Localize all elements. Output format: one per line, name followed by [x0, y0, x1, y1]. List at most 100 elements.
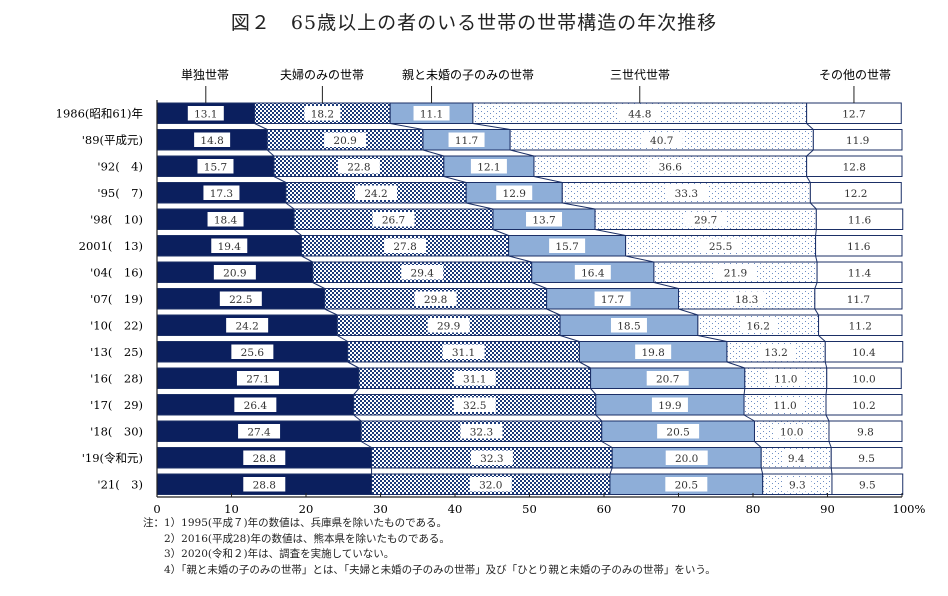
data-label: 25.5: [709, 241, 732, 253]
data-label: 18.4: [214, 214, 238, 226]
legend-label: その他の世帯: [819, 68, 891, 82]
connector-line: [390, 123, 424, 130]
category-label: '04( 16): [90, 265, 143, 279]
connector-line: [466, 202, 494, 210]
data-label: 31.1: [463, 373, 486, 385]
connector-line: [472, 123, 511, 130]
data-label-bg: [851, 424, 880, 439]
data-label: 18.2: [311, 108, 334, 120]
connector-line: [726, 361, 745, 369]
data-label-bg: [740, 318, 777, 333]
data-label: 10.0: [852, 373, 875, 385]
data-label-bg: [470, 159, 507, 174]
data-label: 33.3: [675, 188, 698, 200]
data-label-bg: [783, 477, 812, 492]
connector-line: [531, 282, 547, 289]
connector-line: [818, 335, 826, 342]
data-label: 28.8: [253, 479, 276, 491]
data-label: 25.6: [241, 347, 265, 359]
data-label-bg: [846, 397, 883, 412]
data-label: 17.7: [601, 294, 624, 306]
data-label: 18.3: [735, 294, 758, 306]
data-label-bg: [841, 265, 878, 280]
data-label-bg: [665, 185, 708, 200]
data-label: 19.8: [641, 347, 664, 359]
connector-line: [293, 229, 302, 236]
data-label: 9.8: [857, 426, 874, 438]
data-label-bg: [187, 106, 224, 121]
data-label-bg: [640, 132, 683, 147]
data-label-bg: [413, 106, 450, 121]
data-label: 40.7: [650, 135, 673, 147]
data-label-bg: [234, 397, 277, 412]
legend-label: 夫婦のみの世帯: [280, 67, 364, 82]
connector-line: [825, 388, 828, 395]
data-label: 16.4: [581, 267, 605, 279]
data-label-bg: [460, 424, 503, 439]
connector-line: [590, 388, 597, 395]
connector-line: [546, 308, 561, 316]
data-label: 20.5: [675, 479, 698, 491]
data-label-bg: [649, 159, 692, 174]
data-label-bg: [853, 477, 882, 492]
data-label-bg: [594, 291, 631, 306]
data-label-bg: [226, 318, 269, 333]
data-label: 11.1: [420, 108, 443, 120]
data-label: 10.4: [852, 347, 876, 359]
data-label: 11.7: [847, 294, 870, 306]
data-label: 11.9: [846, 135, 869, 147]
data-label: 27.8: [393, 241, 416, 253]
data-label: 10.0: [780, 426, 803, 438]
data-label: 32.3: [470, 426, 493, 438]
data-label: 31.1: [452, 347, 475, 359]
data-label: 36.6: [659, 161, 683, 173]
data-label-bg: [194, 132, 231, 147]
data-label-bg: [574, 265, 611, 280]
connector-line: [825, 414, 830, 422]
data-label: 18.5: [617, 320, 640, 332]
data-label-bg: [699, 238, 742, 253]
data-label-bg: [372, 212, 415, 227]
data-label-bg: [842, 318, 879, 333]
data-label: 22.8: [347, 161, 370, 173]
data-label-bg: [846, 344, 883, 359]
category-label: '07( 19): [90, 292, 143, 306]
data-label-bg: [304, 106, 341, 121]
connector-line: [594, 229, 626, 236]
connector-line: [625, 255, 655, 263]
data-label-bg: [635, 344, 672, 359]
connector-line: [815, 229, 817, 236]
data-label: 12.1: [477, 161, 500, 173]
data-label-bg: [203, 185, 240, 200]
x-tick-label: 40: [448, 502, 463, 516]
category-label: '95( 7): [97, 186, 143, 200]
connector-line: [353, 414, 362, 422]
data-label: 11.4: [848, 267, 872, 279]
data-label-bg: [840, 291, 877, 306]
data-label-bg: [646, 371, 689, 386]
x-tick-label: 90: [820, 502, 835, 516]
connector-line: [806, 123, 814, 130]
connector-line: [422, 149, 444, 157]
connector-line: [824, 361, 828, 369]
data-label: 12.8: [843, 161, 866, 173]
data-label-bg: [773, 424, 810, 439]
data-label-bg: [219, 291, 262, 306]
data-label-bg: [448, 132, 485, 147]
category-label: 2001( 13): [79, 239, 143, 253]
category-label: '92( 4): [97, 159, 143, 173]
data-label: 13.7: [532, 214, 555, 226]
connector-line: [697, 335, 728, 342]
data-label: 20.7: [656, 373, 679, 385]
x-tick-label: 80: [746, 502, 761, 516]
data-label: 11.6: [847, 241, 871, 253]
category-label: '10( 22): [90, 318, 143, 332]
data-label-bg: [665, 450, 708, 465]
footnotes: 注：1）1995(平成７)年の数値は、兵庫県を除いたものである。 2）2016(…: [143, 516, 716, 578]
data-label: 10.2: [852, 400, 875, 412]
connector-line: [595, 414, 603, 422]
category-label: '98( 10): [90, 212, 143, 226]
data-label-bg: [453, 371, 496, 386]
x-tick-label: 70: [671, 502, 686, 516]
connector-line: [806, 176, 811, 183]
